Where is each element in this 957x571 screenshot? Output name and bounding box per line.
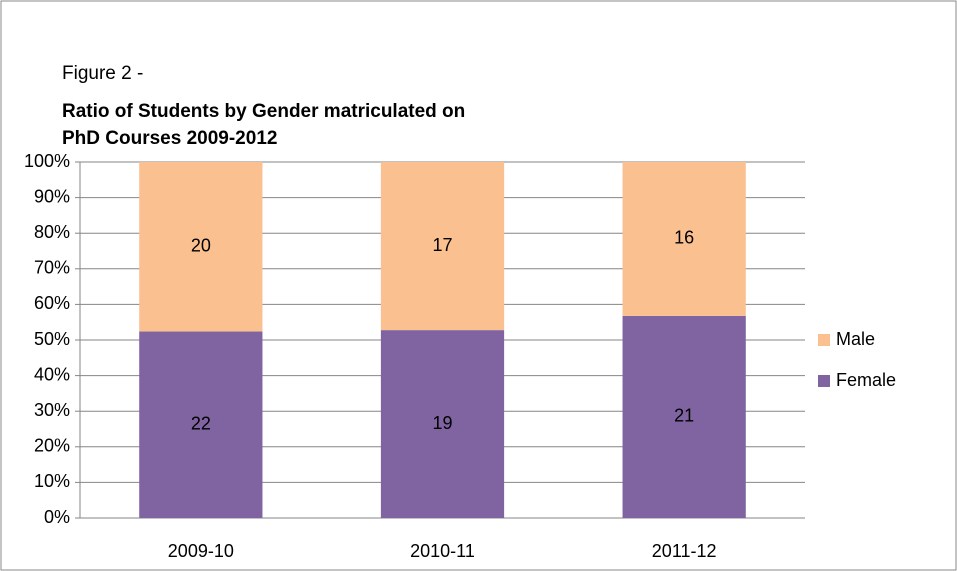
legend-swatch: [818, 334, 830, 346]
bar-segment: [622, 315, 746, 518]
bar-segment: [139, 331, 263, 518]
bar-segment: [380, 162, 505, 331]
data-label: 21: [674, 406, 694, 426]
legend-swatch: [818, 375, 830, 387]
data-label: 20: [191, 236, 211, 256]
y-tick-label: 100%: [24, 151, 70, 171]
data-label: 16: [674, 228, 694, 248]
y-tick-label: 40%: [34, 364, 70, 384]
data-label: 17: [432, 235, 452, 255]
bar-segment: [622, 162, 746, 316]
bar-segment: [139, 162, 263, 332]
y-tick-label: 60%: [34, 293, 70, 313]
x-tick-label: 2010-11: [410, 541, 475, 561]
chart-title: Figure 2 -: [62, 63, 143, 84]
y-tick-label: 10%: [34, 471, 70, 491]
data-label: 19: [432, 413, 452, 433]
x-tick-label: 2011-12: [652, 541, 717, 561]
y-tick-label: 80%: [34, 222, 70, 242]
legend-label: Male: [836, 329, 875, 349]
y-tick-label: 0%: [44, 507, 70, 527]
bar-segment: [380, 330, 505, 518]
chart-subtitle: PhD Courses 2009-2012: [62, 128, 277, 149]
chart-subtitle: Ratio of Students by Gender matriculated…: [62, 101, 465, 122]
x-tick-label: 2009-10: [168, 541, 234, 561]
legend-label: Female: [836, 370, 896, 390]
y-tick-label: 30%: [34, 400, 70, 420]
y-tick-label: 20%: [34, 436, 70, 456]
data-label: 22: [191, 414, 211, 434]
y-tick-label: 90%: [34, 186, 70, 206]
y-tick-label: 70%: [34, 258, 70, 278]
y-tick-label: 50%: [34, 329, 70, 349]
